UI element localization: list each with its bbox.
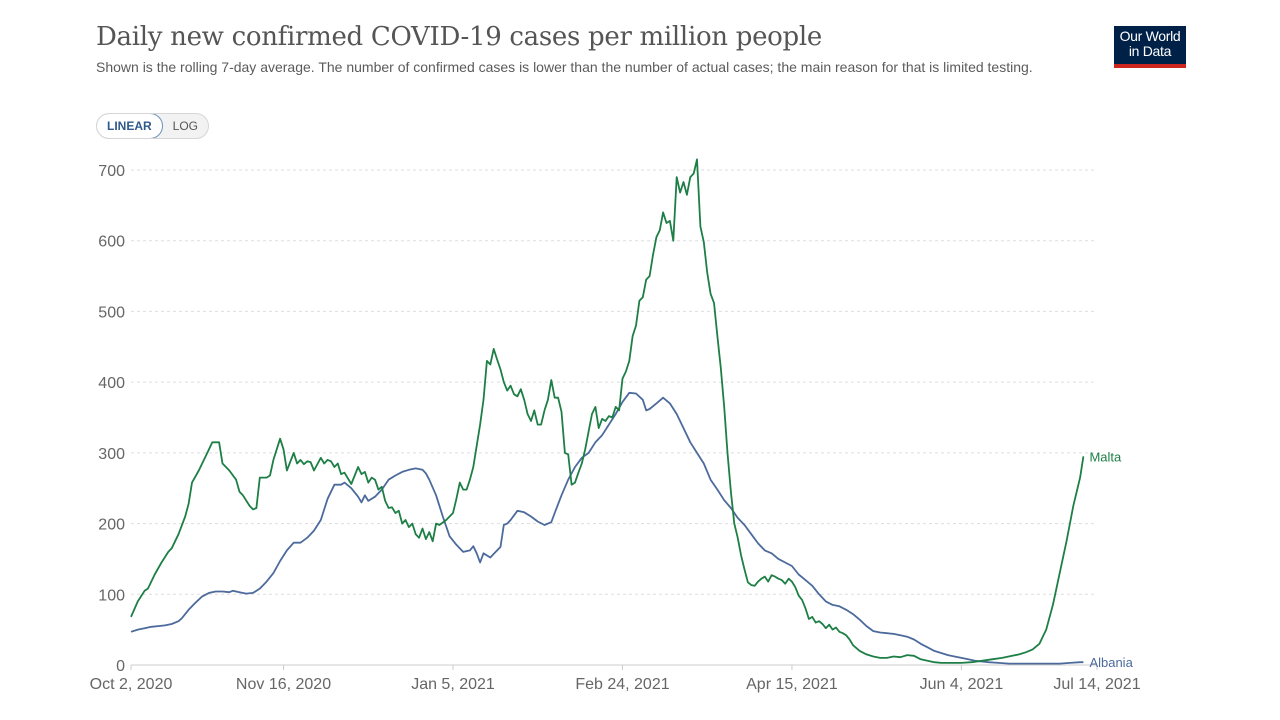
scale-toggle: LINEAR LOG (96, 113, 210, 139)
logo-line-2: in Data (1128, 43, 1172, 59)
chart-subtitle: Shown is the rolling 7-day average. The … (96, 59, 1033, 75)
linear-scale-button[interactable]: LINEAR (97, 114, 163, 138)
chart-title: Daily new confirmed COVID-19 cases per m… (96, 22, 822, 52)
y-tick-label: 700 (98, 163, 125, 180)
x-tick-label: Apr 15, 2021 (746, 676, 838, 693)
legend-label-albania[interactable]: Albania (1089, 655, 1133, 670)
y-tick-label: 500 (98, 304, 125, 321)
x-tick-label: Jan 5, 2021 (411, 676, 495, 693)
series-line-malta[interactable] (130, 158, 1085, 664)
owid-logo[interactable]: Our World in Data (1114, 26, 1186, 68)
y-axis-ticks: 0 100 200 300 400 500 600 700 (98, 163, 125, 675)
gridlines (131, 169, 1097, 595)
series-lines (130, 158, 1085, 665)
y-tick-label: 0 (116, 658, 125, 675)
x-tick-label: Nov 16, 2020 (236, 676, 331, 693)
legend-label-malta[interactable]: Malta (1089, 449, 1122, 464)
y-tick-label: 400 (98, 375, 125, 392)
y-tick-label: 300 (98, 446, 125, 463)
log-scale-button[interactable]: LOG (172, 119, 199, 133)
x-tick-label: Jul 14, 2021 (1053, 676, 1140, 693)
x-tick-label: Oct 2, 2020 (90, 676, 173, 693)
legend-labels: Albania Malta (1089, 449, 1133, 670)
y-tick-label: 100 (98, 587, 125, 604)
y-tick-label: 200 (98, 517, 125, 534)
x-tick-label: Feb 24, 2021 (575, 676, 669, 693)
series-line-albania[interactable] (130, 391, 1084, 665)
logo-line-1: Our World (1119, 28, 1181, 44)
x-axis: Oct 2, 2020 Nov 16, 2020 Jan 5, 2021 Feb 24… (90, 664, 1141, 693)
x-tick-label: Jun 4, 2021 (920, 676, 1004, 693)
y-tick-label: 600 (98, 234, 125, 251)
